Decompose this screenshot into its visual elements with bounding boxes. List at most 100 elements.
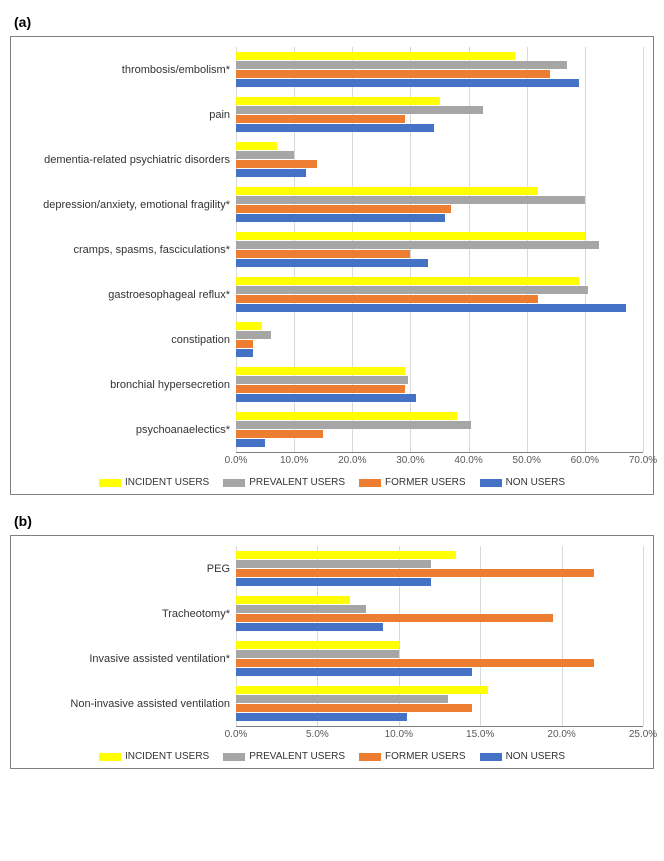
x-tick: 70.0%	[629, 455, 657, 466]
legend-swatch	[99, 753, 121, 761]
bar-prevalent	[236, 605, 366, 613]
bar-prevalent	[236, 560, 431, 568]
legend-swatch	[99, 479, 121, 487]
bar-non	[236, 623, 383, 631]
bar-incident	[236, 142, 277, 150]
legend-item-incident: INCIDENT USERS	[99, 751, 209, 762]
bar-prevalent	[236, 376, 408, 384]
bar-non	[236, 79, 579, 87]
x-tick: 30.0%	[396, 455, 424, 466]
category-group: gastroesophageal reflux*	[236, 272, 643, 317]
bar-former	[236, 569, 594, 577]
category-group: bronchial hypersecretion	[236, 362, 643, 407]
bar-former	[236, 385, 405, 393]
category-group: pain	[236, 92, 643, 137]
bar-non	[236, 713, 407, 721]
category-label: psychoanaelectics*	[15, 423, 236, 435]
category-label: bronchial hypersecretion	[15, 378, 236, 390]
category-label: Non-invasive assisted ventilation	[15, 697, 236, 709]
category-group: constipation	[236, 317, 643, 362]
bar-former	[236, 70, 550, 78]
legend-item-prevalent: PREVALENT USERS	[223, 751, 345, 762]
bar-former	[236, 115, 405, 123]
bar-incident	[236, 97, 440, 105]
bar-non	[236, 169, 306, 177]
legend-label: NON USERS	[506, 477, 565, 488]
bar-former	[236, 250, 410, 258]
legend-label: PREVALENT USERS	[249, 477, 345, 488]
bar-incident	[236, 277, 579, 285]
category-group: PEG	[236, 546, 643, 591]
bar-non	[236, 259, 428, 267]
legend-item-former: FORMER USERS	[359, 751, 466, 762]
category-label: thrombosis/embolism*	[15, 63, 236, 75]
bar-former	[236, 430, 323, 438]
x-tick: 25.0%	[629, 729, 657, 740]
x-tick: 0.0%	[225, 729, 248, 740]
category-group: depression/anxiety, emotional fragility*	[236, 182, 643, 227]
category-label: dementia-related psychiatric disorders	[15, 153, 236, 165]
x-tick: 20.0%	[338, 455, 366, 466]
legend-label: FORMER USERS	[385, 477, 466, 488]
bar-former	[236, 659, 594, 667]
bar-prevalent	[236, 650, 399, 658]
grid-line	[643, 546, 644, 726]
bar-prevalent	[236, 151, 294, 159]
x-tick: 40.0%	[454, 455, 482, 466]
bar-prevalent	[236, 106, 483, 114]
x-tick: 15.0%	[466, 729, 494, 740]
bar-prevalent	[236, 421, 471, 429]
legend-item-incident: INCIDENT USERS	[99, 477, 209, 488]
category-label: depression/anxiety, emotional fragility*	[15, 198, 236, 210]
chart_a-legend: INCIDENT USERS PREVALENT USERS FORMER USER…	[21, 477, 643, 488]
category-label: Invasive assisted ventilation*	[15, 652, 236, 664]
legend-label: FORMER USERS	[385, 751, 466, 762]
x-tick: 50.0%	[513, 455, 541, 466]
category-label: PEG	[15, 562, 236, 574]
legend-label: INCIDENT USERS	[125, 477, 209, 488]
legend-item-non: NON USERS	[480, 751, 565, 762]
legend-label: INCIDENT USERS	[125, 751, 209, 762]
bar-non	[236, 668, 472, 676]
chart_a-x-axis: 0.0%10.0%20.0%30.0%40.0%50.0%60.0%70.0%	[236, 453, 643, 471]
bar-incident	[236, 232, 585, 240]
chart_b-x-axis: 0.0%5.0%10.0%15.0%20.0%25.0%	[236, 727, 643, 745]
legend-item-prevalent: PREVALENT USERS	[223, 477, 345, 488]
category-group: cramps, spasms, fasciculations*	[236, 227, 643, 272]
bar-former	[236, 205, 451, 213]
legend-item-former: FORMER USERS	[359, 477, 466, 488]
bar-incident	[236, 686, 488, 694]
category-group: dementia-related psychiatric disorders	[236, 137, 643, 182]
legend-swatch	[359, 753, 381, 761]
category-group: thrombosis/embolism*	[236, 47, 643, 92]
chart_a-plot-area: thrombosis/embolism*paindementia-related…	[236, 47, 643, 453]
chart_b-plot-area: PEGTracheotomy*Invasive assisted ventila…	[236, 546, 643, 727]
x-tick: 10.0%	[385, 729, 413, 740]
bar-incident	[236, 367, 405, 375]
bar-incident	[236, 52, 515, 60]
bar-non	[236, 214, 445, 222]
legend-swatch	[480, 753, 502, 761]
bar-non	[236, 349, 253, 357]
bar-former	[236, 704, 472, 712]
bar-former	[236, 340, 253, 348]
bar-incident	[236, 596, 350, 604]
bar-incident	[236, 322, 262, 330]
x-tick: 60.0%	[571, 455, 599, 466]
legend-swatch	[480, 479, 502, 487]
bar-incident	[236, 641, 399, 649]
grid-line	[643, 47, 644, 452]
bar-non	[236, 124, 434, 132]
bar-prevalent	[236, 241, 599, 249]
bar-incident	[236, 551, 456, 559]
bar-prevalent	[236, 196, 585, 204]
legend-swatch	[223, 753, 245, 761]
legend-swatch	[223, 479, 245, 487]
category-label: pain	[15, 108, 236, 120]
legend-swatch	[359, 479, 381, 487]
legend-item-non: NON USERS	[480, 477, 565, 488]
legend-label: PREVALENT USERS	[249, 751, 345, 762]
bar-former	[236, 614, 553, 622]
chart_b-panel-label: (b)	[14, 513, 654, 529]
category-label: constipation	[15, 333, 236, 345]
